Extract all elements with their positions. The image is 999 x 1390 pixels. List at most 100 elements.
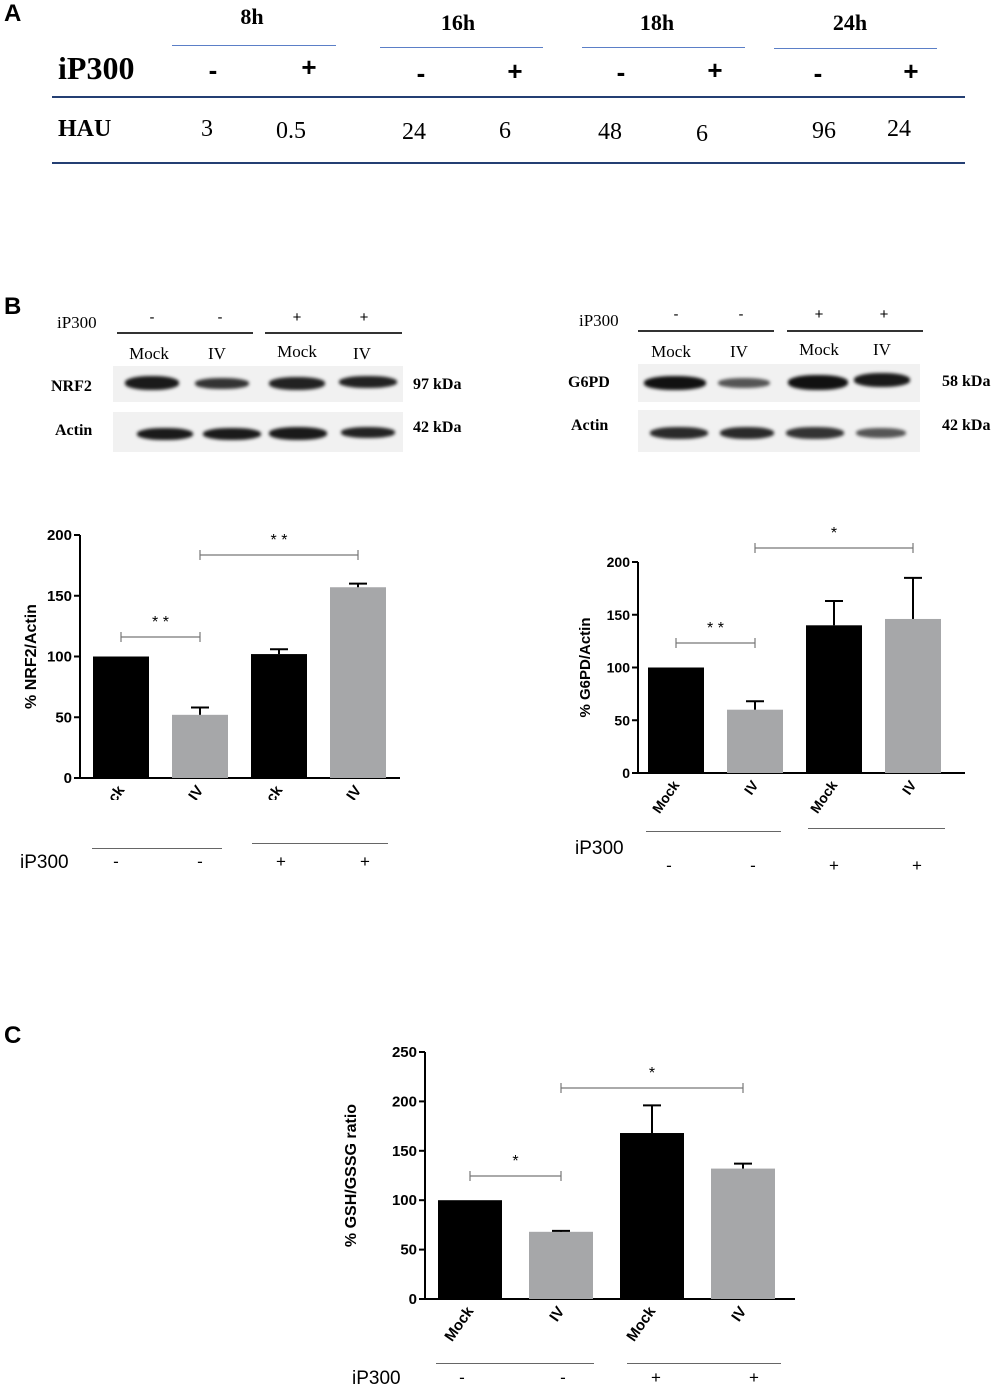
hau-value: 6 (696, 121, 708, 147)
blot-lane-label: Mock (129, 344, 169, 363)
blot-lane-label: IV (353, 344, 371, 363)
y-tick-label: 0 (409, 1291, 417, 1308)
timepoint-8h: 8h (240, 4, 264, 29)
condition-sign: - (113, 852, 119, 871)
y-tick-label: 0 (622, 765, 630, 781)
x-category-label: IV (728, 1304, 750, 1325)
y-tick-label: 200 (392, 1093, 417, 1110)
condition-sign: + (749, 1368, 759, 1387)
condition-group-line (808, 828, 945, 829)
bar (330, 587, 386, 778)
timepoint-16h: 16h (440, 10, 476, 35)
hau-value: 3 (201, 116, 213, 142)
hau-value: 0.5 (276, 118, 306, 144)
timepoint-24h: 24h (832, 10, 868, 35)
treatment-row-label: iP300 (58, 50, 135, 86)
y-tick-label: 50 (614, 712, 630, 728)
y-tick-label: 50 (55, 709, 72, 726)
bar (93, 656, 149, 778)
x-category-label: Mock (649, 777, 683, 816)
protein-band (856, 428, 906, 438)
protein-band (269, 377, 325, 390)
condition-label: iP300 (20, 852, 69, 873)
blot-strip-nrf2 (113, 366, 403, 402)
protein-band (137, 428, 193, 440)
x-category-label: Mock (623, 1303, 659, 1345)
protein-band (339, 376, 397, 388)
sign-plus: + (903, 56, 919, 86)
bar (711, 1168, 775, 1299)
x-category-label: IV (899, 777, 920, 798)
significance-label: * (512, 1153, 518, 1170)
blot-sign: + (359, 309, 369, 326)
sign-minus: - (416, 58, 426, 88)
y-tick-label: 150 (607, 607, 631, 623)
protein-band (195, 378, 249, 389)
blot-lane-label: Mock (799, 340, 839, 359)
bar (727, 709, 783, 773)
y-tick-label: 100 (47, 649, 72, 666)
blot-protein-label: Actin (571, 417, 609, 434)
significance-label: * (831, 525, 837, 542)
y-tick-label: 50 (400, 1242, 417, 1259)
blot-treatment-label: iP300 (579, 311, 619, 330)
blot-strip-g6pd (638, 364, 920, 402)
bar (172, 714, 228, 778)
table-rule-top (52, 96, 965, 98)
protein-band (718, 378, 770, 388)
sign-plus: + (301, 52, 317, 82)
hau-value: 48 (598, 119, 622, 145)
blot-kda: 42 kDa (942, 417, 991, 434)
condition-group-line (92, 848, 222, 849)
nrf2-bar-chart: % NRF2/Actin 0 50 100 150 200 Mock IV Mock IV * * *… (23, 527, 400, 800)
timepoint-underline (380, 47, 543, 48)
x-category-label: IV (343, 783, 365, 800)
sign-plus: + (507, 56, 523, 86)
y-tick-label: 200 (607, 554, 631, 570)
timepoint-18h: 18h (639, 10, 675, 35)
x-category-label: IV (185, 783, 207, 800)
blot-treatment-label: iP300 (57, 313, 97, 332)
x-category-label: Mock (441, 1303, 477, 1345)
sign-plus: + (707, 55, 723, 85)
protein-band (644, 376, 706, 390)
blot-sign: - (149, 309, 155, 326)
hau-value: 6 (499, 118, 511, 144)
condition-label: iP300 (575, 838, 624, 859)
condition-group-line (646, 831, 781, 832)
condition-sign: - (197, 852, 203, 871)
bar (885, 618, 941, 773)
y-tick-label: 0 (64, 770, 72, 787)
x-category-label: Mock (807, 777, 841, 816)
bar (806, 625, 862, 773)
blot-group-line (265, 332, 402, 334)
significance-label: * * (271, 532, 288, 549)
y-tick-label: 150 (392, 1143, 417, 1160)
blot-kda: 42 kDa (413, 419, 462, 436)
x-category-label: Mock (250, 782, 286, 800)
blot-protein-label: Actin (55, 422, 93, 439)
hau-value: 24 (402, 119, 426, 145)
significance-label: * * (707, 620, 724, 637)
y-tick-label: 200 (47, 527, 72, 544)
x-category-label: IV (741, 777, 762, 798)
protein-band (788, 375, 848, 390)
x-category-label: IV (546, 1304, 568, 1325)
condition-sign: - (666, 856, 672, 875)
condition-sign: - (560, 1368, 566, 1387)
protein-band (341, 427, 395, 438)
protein-band (125, 376, 179, 390)
bar (620, 1133, 684, 1299)
blot-lane-label: Mock (277, 342, 317, 361)
y-tick-label: 100 (607, 660, 631, 676)
blot-sign: + (292, 309, 302, 326)
bar (648, 667, 704, 773)
condition-sign: + (912, 856, 922, 875)
sign-minus: - (813, 58, 823, 88)
condition-group-line (627, 1363, 781, 1364)
blot-sign: + (814, 306, 824, 323)
blot-kda: 58 kDa (942, 373, 991, 390)
g6pd-bar-chart: % G6PD/Actin 0 50 100 150 200 Mock IV Mock IV * * * (577, 525, 965, 816)
condition-label: iP300 (352, 1368, 401, 1389)
x-category-label: Mock (92, 782, 128, 800)
